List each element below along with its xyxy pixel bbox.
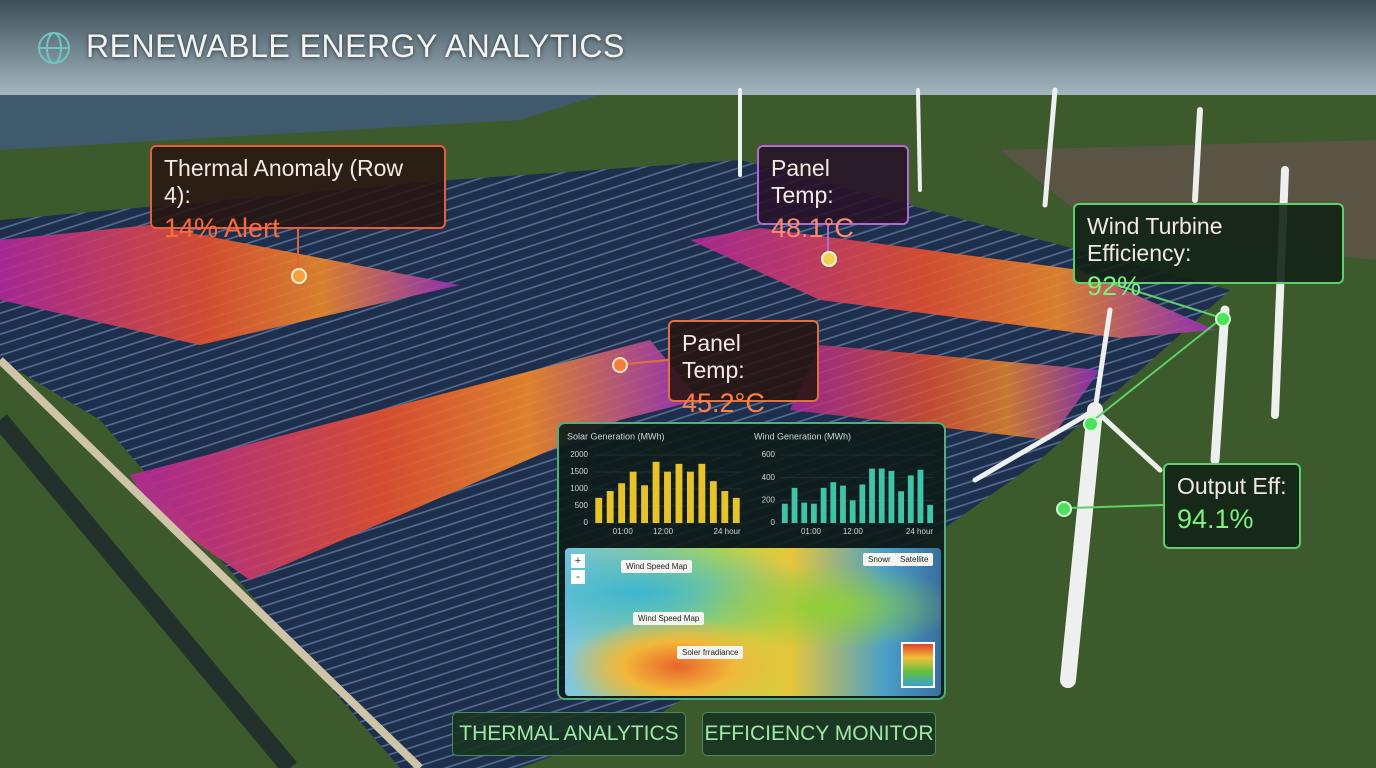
- y-tick-label: 1500: [570, 467, 588, 476]
- y-tick-label: 600: [762, 450, 776, 459]
- callout-label: Output Eff:: [1177, 473, 1287, 499]
- y-tick-label: 500: [575, 501, 589, 510]
- callout-label: Panel Temp:: [682, 330, 745, 383]
- callout-label: Thermal Anomaly (Row 4):: [164, 155, 404, 208]
- chart-title: Solar Generation (MWh): [567, 431, 665, 441]
- marker: [291, 268, 307, 284]
- map-label: Soler frradiance: [677, 646, 744, 659]
- app-title: RENEWABLE ENERGY ANALYTICS: [86, 28, 625, 64]
- thermal-zone: [790, 345, 1100, 440]
- marker: [1215, 311, 1231, 327]
- zoom-in[interactable]: +: [571, 554, 585, 568]
- map-label: Wind Speed Map: [633, 612, 705, 625]
- bar: [849, 500, 856, 523]
- bar: [732, 497, 740, 523]
- bar: [595, 497, 603, 523]
- bar: [698, 463, 706, 523]
- bar: [917, 469, 924, 523]
- zoom-out[interactable]: -: [571, 570, 585, 584]
- x-tick-label: 24 hour: [714, 527, 741, 536]
- globe-icon: [38, 32, 70, 64]
- callout-label: Wind Turbine Efficiency:: [1087, 213, 1223, 266]
- marker: [821, 251, 837, 267]
- y-tick-label: 2000: [570, 450, 588, 459]
- x-tick-label: 24 hour: [906, 527, 933, 536]
- bar: [888, 470, 895, 523]
- x-tick-label: 01:00: [801, 527, 822, 536]
- water: [0, 95, 600, 150]
- y-tick-label: 0: [771, 518, 776, 527]
- x-tick-label: 12:00: [653, 527, 674, 536]
- y-tick-label: 400: [762, 473, 776, 482]
- callout-value: 94.1%: [1177, 504, 1254, 534]
- marker: [1083, 416, 1099, 432]
- map-label: Wind Speed Map: [621, 560, 693, 573]
- y-tick-label: 1000: [570, 484, 588, 493]
- bar: [811, 503, 817, 523]
- bar: [652, 461, 660, 523]
- marker: [1056, 501, 1072, 517]
- marker: [612, 357, 628, 373]
- map-legend: [901, 642, 935, 688]
- layer-toggle[interactable]: Snowr: [863, 553, 896, 566]
- callout-label: Panel Temp:: [771, 155, 834, 208]
- bar: [869, 468, 875, 523]
- bar: [907, 475, 914, 523]
- bar: [709, 481, 717, 523]
- y-tick-label: 0: [584, 518, 589, 527]
- wind-map: + - Wind Speed Map Wind Speed Map Soler …: [565, 548, 941, 696]
- thermal-zone: [130, 340, 700, 580]
- bar: [721, 491, 729, 523]
- bar: [791, 487, 798, 523]
- callout-value: 45.2°C: [682, 388, 765, 418]
- bar: [781, 503, 788, 523]
- x-tick-label: 01:00: [613, 527, 634, 536]
- callout: Output Eff: 94.1%: [1163, 463, 1301, 549]
- tab-button[interactable]: THERMAL ANALYTICS: [452, 712, 686, 756]
- bar: [664, 471, 671, 523]
- bar: [840, 485, 846, 523]
- x-tick-label: 12:00: [843, 527, 864, 536]
- thermal-zone: [0, 225, 460, 345]
- bar: [898, 491, 904, 523]
- callout-value: 14% Alert: [164, 213, 280, 243]
- bar: [686, 471, 694, 523]
- callout-value: 92%: [1087, 271, 1142, 301]
- callout: Wind Turbine Efficiency: 92%: [1073, 203, 1344, 301]
- callout-value: 48.1°C: [771, 213, 854, 243]
- layer-toggle[interactable]: Satellite: [895, 553, 934, 566]
- bar: [801, 502, 808, 523]
- callout: Thermal Anomaly (Row 4): 14% Alert: [150, 145, 446, 243]
- tab-button[interactable]: EFFICIENCY MONITOR: [702, 712, 936, 756]
- bar: [675, 463, 683, 523]
- bar: [618, 483, 626, 523]
- leader-lines: [297, 225, 1223, 509]
- callout: Panel Temp: 45.2°C: [668, 320, 819, 418]
- bar: [927, 504, 934, 523]
- bar: [641, 485, 649, 523]
- bar: [830, 482, 837, 523]
- bar: [820, 487, 827, 523]
- y-tick-label: 200: [762, 495, 776, 504]
- road: [0, 357, 423, 768]
- canal: [0, 414, 297, 768]
- bar: [859, 484, 866, 523]
- sky: [0, 0, 1376, 100]
- bar: [606, 491, 614, 523]
- bar: [878, 468, 885, 523]
- callout: Panel Temp: 48.1°C: [757, 145, 909, 243]
- chart-title: Wind Generation (MWh): [754, 431, 851, 441]
- bar: [629, 471, 637, 523]
